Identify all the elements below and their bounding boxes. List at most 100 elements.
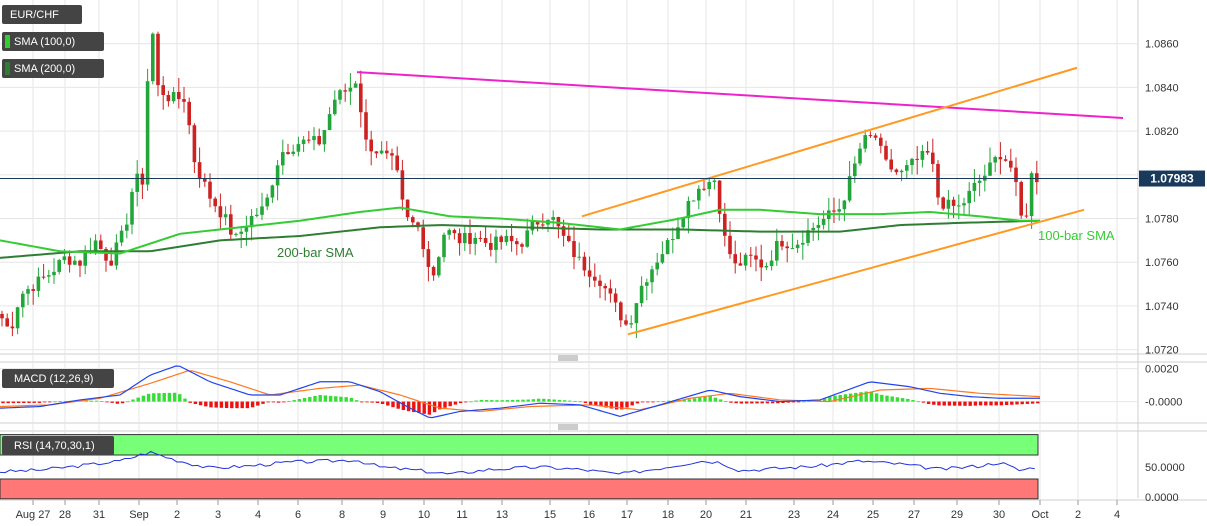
x-tick-label: 23 — [788, 509, 800, 521]
candle-body — [957, 205, 961, 207]
macd-histogram-bar — [536, 398, 541, 402]
candle-body — [359, 83, 363, 113]
price-y-tick-label: 1.0820 — [1145, 126, 1179, 138]
price-y-tick-label: 1.0780 — [1145, 214, 1179, 226]
candle-body — [15, 307, 20, 329]
candle-body — [946, 199, 951, 209]
candle-body — [447, 230, 451, 235]
channel-lower-line — [627, 208, 1085, 336]
macd-histogram-bar — [1015, 401, 1019, 405]
macd-histogram-bar — [401, 401, 406, 411]
macd-histogram-bar — [328, 395, 333, 402]
macd-histogram-bar — [53, 401, 57, 403]
candle-body — [343, 90, 347, 92]
candle-body — [468, 232, 472, 244]
macd-histogram-bar — [365, 401, 369, 403]
candle-body — [515, 241, 519, 245]
macd-histogram-bar — [484, 400, 489, 402]
candle-body — [411, 217, 415, 223]
macd-histogram-bar — [573, 400, 577, 402]
candle-body — [457, 233, 462, 244]
candle-body — [905, 165, 909, 171]
macd-histogram-bar — [323, 395, 328, 402]
candle-body — [10, 326, 15, 329]
price-panel-resize-handle[interactable] — [558, 355, 578, 361]
candle-body — [452, 230, 457, 234]
macd-histogram-bar — [947, 401, 952, 406]
legend-sma200[interactable]: SMA (200,0) — [2, 59, 104, 78]
macd-histogram-bar — [339, 396, 343, 402]
candle-body — [676, 227, 680, 240]
macd-histogram-bar — [110, 401, 114, 403]
macd-histogram-bar — [698, 397, 702, 402]
candle-body — [489, 242, 493, 250]
candle-body — [899, 170, 904, 173]
macd-histogram-bar — [354, 400, 359, 402]
candle-body — [541, 224, 545, 226]
x-tick-label: 8 — [339, 509, 345, 521]
macd-histogram-bar — [729, 401, 733, 403]
macd-histogram-bar — [958, 401, 962, 406]
legend-rsi[interactable]: RSI (14,70,30,1) — [2, 436, 114, 455]
macd-histogram-bar — [48, 401, 52, 403]
x-tick-label: 24 — [827, 509, 839, 521]
legend-macd[interactable]: MACD (12,26,9) — [2, 369, 114, 388]
candle-body — [629, 323, 633, 325]
candle-body — [582, 256, 587, 271]
candle-body — [925, 150, 930, 153]
candle-body — [712, 180, 717, 183]
candle-body — [5, 318, 9, 327]
candle-body — [431, 266, 436, 276]
macd-histogram-bar — [516, 399, 520, 402]
legend-sma100[interactable]: SMA (100,0) — [2, 32, 104, 51]
candle-body — [426, 249, 431, 267]
macd-histogram-bar — [646, 401, 650, 403]
candle-body — [567, 235, 571, 242]
macd-panel-resize-handle[interactable] — [558, 424, 578, 430]
macd-histogram-bar — [1030, 401, 1035, 404]
rsi-line — [0, 450, 1035, 475]
macd-histogram-bar — [760, 401, 764, 404]
candle-body — [733, 254, 737, 264]
macd-histogram-bar — [32, 401, 36, 403]
candle-body — [816, 224, 821, 228]
candle-body — [1014, 167, 1018, 183]
legend-symbol[interactable]: EUR/CHF — [2, 5, 82, 24]
candle-body — [1024, 215, 1029, 217]
x-tick-label: 25 — [867, 509, 879, 521]
macd-histogram-bar — [651, 401, 655, 403]
macd-histogram-bar — [183, 398, 187, 402]
macd-histogram-bar — [833, 395, 837, 402]
candle-body — [333, 99, 337, 115]
macd-histogram-bar — [16, 401, 21, 404]
candle-body — [119, 230, 124, 243]
candle-body — [286, 152, 290, 154]
macd-histogram-bar — [427, 401, 432, 415]
candle-body — [275, 165, 280, 186]
candle-body — [858, 148, 862, 164]
macd-histogram-bar — [172, 392, 177, 402]
macd-histogram-bar — [620, 401, 624, 410]
macd-histogram-bar — [604, 401, 608, 408]
candle-body — [977, 180, 982, 183]
x-tick-label: Sep — [129, 509, 149, 521]
candle-body — [769, 260, 774, 266]
candle-body — [229, 214, 233, 235]
macd-histogram-bar — [708, 395, 712, 402]
macd-histogram-bar — [869, 391, 874, 402]
candle-body — [801, 242, 805, 245]
macd-histogram-bar — [765, 401, 770, 404]
x-tick-labels: Aug 27 28 31 Sep 2 3 4 6 8 9 10 11 13 15 16 17 18 20 21 23 2… — [16, 500, 1120, 521]
macd-histogram-bar — [27, 401, 31, 403]
macd-histogram-bar — [703, 396, 707, 402]
macd-histogram-bar — [984, 401, 988, 406]
candle-body — [83, 252, 87, 266]
macd-histogram-bar — [391, 401, 395, 408]
candle-body — [868, 135, 873, 137]
candle-body — [759, 259, 763, 268]
candle-body — [972, 182, 977, 191]
candle-body — [223, 214, 228, 218]
x-tick-label: 18 — [662, 509, 674, 521]
macd-histogram-bar — [739, 401, 744, 404]
macd-histogram-bar — [495, 400, 499, 402]
